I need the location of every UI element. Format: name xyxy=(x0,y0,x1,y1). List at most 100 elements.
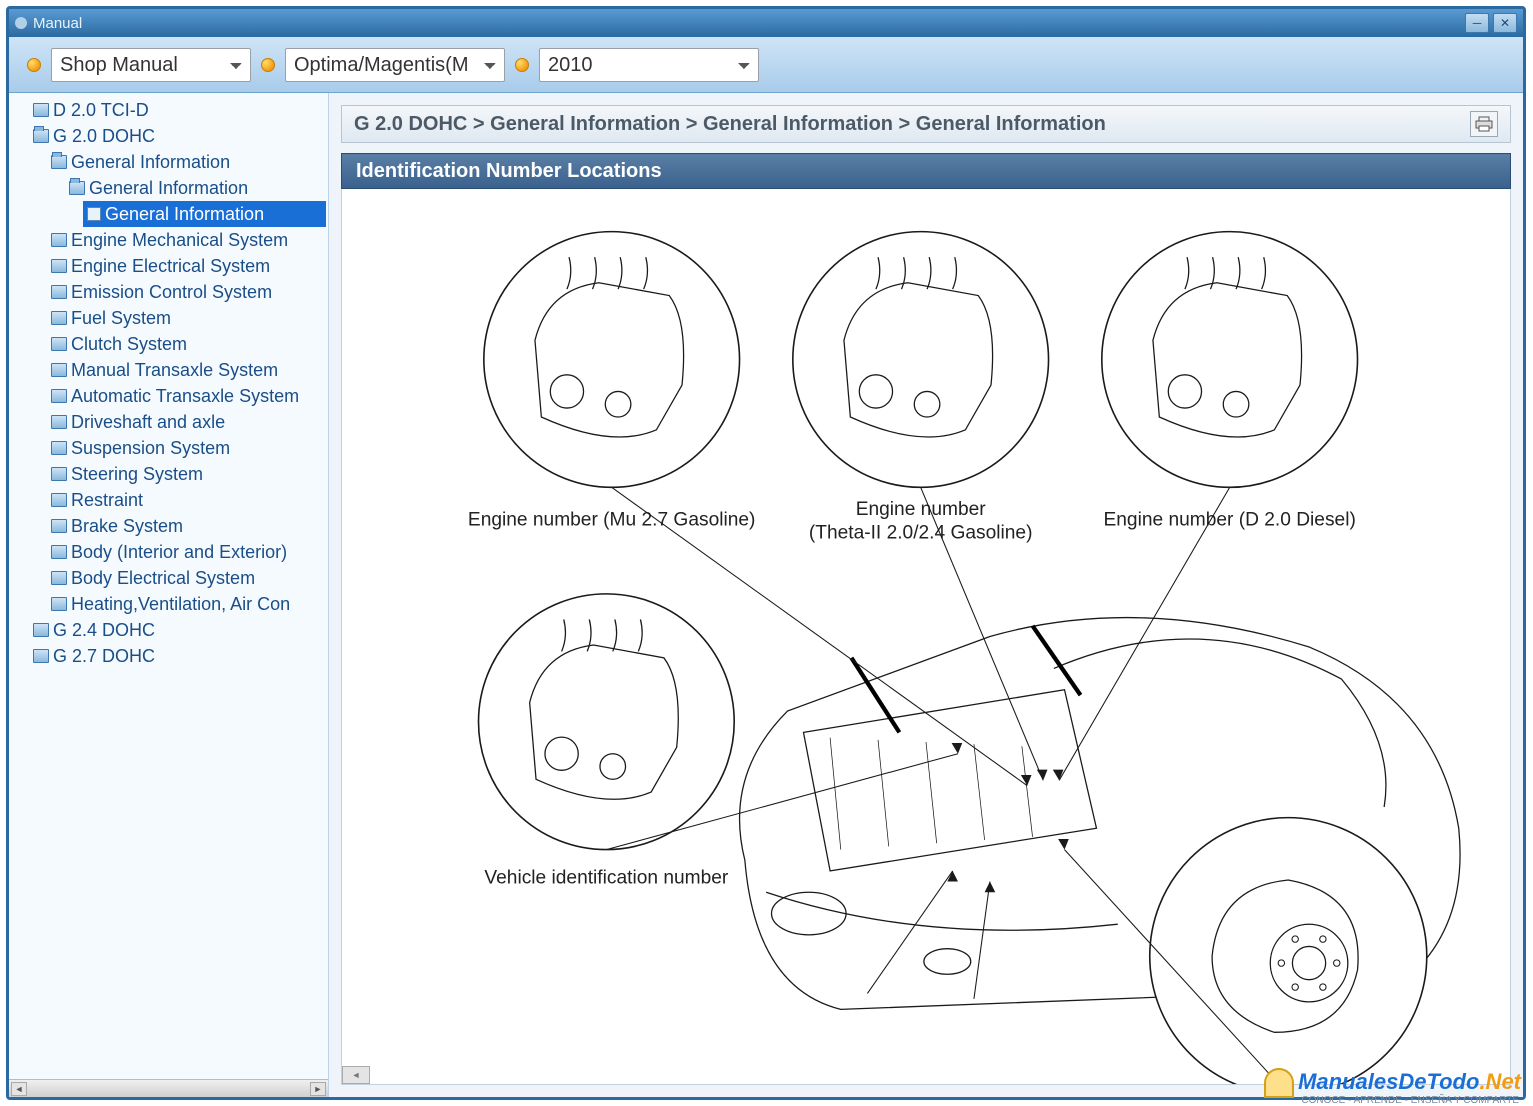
folder-open-icon xyxy=(51,155,67,169)
body: D 2.0 TCI-DG 2.0 DOHCGeneral Information… xyxy=(9,93,1523,1097)
sidebar-scrollbar[interactable]: ◄ ► xyxy=(9,1079,328,1097)
bullet-icon xyxy=(261,58,275,72)
tree-item-label: G 2.4 DOHC xyxy=(53,617,155,643)
watermark-icon xyxy=(1264,1068,1294,1098)
tree-item-label: Emission Control System xyxy=(71,279,272,305)
nav-tree[interactable]: D 2.0 TCI-DG 2.0 DOHCGeneral Information… xyxy=(9,93,328,1079)
manual-type-select[interactable]: Shop Manual xyxy=(51,48,251,82)
tree-item[interactable]: Body Electrical System xyxy=(47,565,326,591)
folder-icon xyxy=(51,493,67,507)
tree-item[interactable]: Suspension System xyxy=(47,435,326,461)
folder-icon xyxy=(51,519,67,533)
folder-icon xyxy=(51,467,67,481)
tree-item[interactable]: General Information xyxy=(83,201,326,227)
tree-item[interactable]: Engine Electrical System xyxy=(47,253,326,279)
folder-icon xyxy=(51,337,67,351)
tree-item-label: General Information xyxy=(89,175,248,201)
tree-item-label: General Information xyxy=(105,201,264,227)
tree-item-label: Fuel System xyxy=(71,305,171,331)
tree-item-label: Engine Electrical System xyxy=(71,253,270,279)
tree-item-label: Steering System xyxy=(71,461,203,487)
toolbar: Shop Manual Optima/Magentis(M 2010 xyxy=(9,37,1523,93)
tree-item-label: Body Electrical System xyxy=(71,565,255,591)
folder-icon xyxy=(51,285,67,299)
printer-icon xyxy=(1475,116,1493,132)
minimize-button[interactable]: ─ xyxy=(1465,13,1489,33)
folder-icon xyxy=(33,623,49,637)
section-title: Identification Number Locations xyxy=(356,160,662,183)
folder-icon xyxy=(51,233,67,247)
tree-item-label: Restraint xyxy=(71,487,143,513)
scroll-left-button[interactable]: ◄ xyxy=(11,1082,27,1096)
tree-item-label: Heating,Ventilation, Air Con xyxy=(71,591,290,617)
folder-open-icon xyxy=(33,129,49,143)
bullet-icon xyxy=(27,58,41,72)
folder-icon xyxy=(51,259,67,273)
year-select[interactable]: 2010 xyxy=(539,48,759,82)
app-window: Manual ─ ✕ Shop Manual Optima/Magentis(M… xyxy=(6,6,1526,1100)
scroll-right-button[interactable]: ► xyxy=(310,1082,326,1096)
folder-open-icon xyxy=(69,181,85,195)
folder-icon xyxy=(51,441,67,455)
tree-item[interactable]: Automatic Transaxle System xyxy=(47,383,326,409)
titlebar[interactable]: Manual ─ ✕ xyxy=(9,9,1523,37)
document-area[interactable]: Engine number (Mu 2.7 Gasoline) Engine nu… xyxy=(341,189,1511,1085)
tree-item-label: Body (Interior and Exterior) xyxy=(71,539,287,565)
folder-icon xyxy=(51,571,67,585)
sidebar: D 2.0 TCI-DG 2.0 DOHCGeneral Information… xyxy=(9,93,329,1097)
tree-item[interactable]: G 2.4 DOHC xyxy=(29,617,326,643)
breadcrumb-text: G 2.0 DOHC > General Information > Gener… xyxy=(354,113,1106,136)
tree-item[interactable]: D 2.0 TCI-D xyxy=(29,97,326,123)
tree-item[interactable]: Brake System xyxy=(47,513,326,539)
print-button[interactable] xyxy=(1470,111,1498,137)
tree-item-label: G 2.0 DOHC xyxy=(53,123,155,149)
watermark: ManualesDeTodo.Net xyxy=(1264,1068,1521,1098)
tree-item[interactable]: General Information xyxy=(47,149,326,175)
tree-item-label: Brake System xyxy=(71,513,183,539)
window-title: Manual xyxy=(33,15,82,32)
tree-item[interactable]: Fuel System xyxy=(47,305,326,331)
tree-item[interactable]: Heating,Ventilation, Air Con xyxy=(47,591,326,617)
svg-text:Vehicle identification number: Vehicle identification number xyxy=(484,868,728,889)
folder-icon xyxy=(51,363,67,377)
tree-item[interactable]: Driveshaft and axle xyxy=(47,409,326,435)
tree-item-label: Manual Transaxle System xyxy=(71,357,278,383)
tree-item[interactable]: Clutch System xyxy=(47,331,326,357)
tree-item-label: Suspension System xyxy=(71,435,230,461)
svg-text:Engine number: Engine number xyxy=(856,499,987,520)
app-icon xyxy=(15,17,27,29)
tree-item[interactable]: Body (Interior and Exterior) xyxy=(47,539,326,565)
tree-item[interactable]: G 2.0 DOHC xyxy=(29,123,326,149)
tree-item-label: Engine Mechanical System xyxy=(71,227,288,253)
folder-icon xyxy=(51,597,67,611)
tree-item-label: General Information xyxy=(71,149,230,175)
tree-item[interactable]: General Information xyxy=(65,175,326,201)
folder-icon xyxy=(51,311,67,325)
content-pane: G 2.0 DOHC > General Information > Gener… xyxy=(329,93,1523,1097)
tree-item-label: Clutch System xyxy=(71,331,187,357)
tree-item[interactable]: Steering System xyxy=(47,461,326,487)
watermark-subtitle: CONOCE - APRENDE - ENSEÑA Y COMPARTE xyxy=(1301,1095,1519,1106)
vehicle-select[interactable]: Optima/Magentis(M xyxy=(285,48,505,82)
tree-item[interactable]: Restraint xyxy=(47,487,326,513)
tree-item-label: Driveshaft and axle xyxy=(71,409,225,435)
svg-text:Engine number (D 2.0 Diesel): Engine number (D 2.0 Diesel) xyxy=(1103,510,1355,531)
folder-icon xyxy=(51,415,67,429)
close-button[interactable]: ✕ xyxy=(1493,13,1517,33)
tree-item[interactable]: Emission Control System xyxy=(47,279,326,305)
svg-text:Engine number (Mu 2.7 Gasoline: Engine number (Mu 2.7 Gasoline) xyxy=(468,510,756,531)
tree-item[interactable]: Engine Mechanical System xyxy=(47,227,326,253)
tree-item-label: Automatic Transaxle System xyxy=(71,383,299,409)
tree-item-label: D 2.0 TCI-D xyxy=(53,97,149,123)
folder-icon xyxy=(51,545,67,559)
folder-icon xyxy=(33,103,49,117)
folder-icon xyxy=(33,649,49,663)
tree-item[interactable]: Manual Transaxle System xyxy=(47,357,326,383)
content-scroll-left[interactable]: ◄ xyxy=(342,1066,370,1084)
bullet-icon xyxy=(515,58,529,72)
identification-diagram: Engine number (Mu 2.7 Gasoline) Engine nu… xyxy=(342,189,1510,1084)
folder-icon xyxy=(51,389,67,403)
tree-item-label: G 2.7 DOHC xyxy=(53,643,155,669)
section-header: Identification Number Locations xyxy=(341,153,1511,189)
tree-item[interactable]: G 2.7 DOHC xyxy=(29,643,326,669)
